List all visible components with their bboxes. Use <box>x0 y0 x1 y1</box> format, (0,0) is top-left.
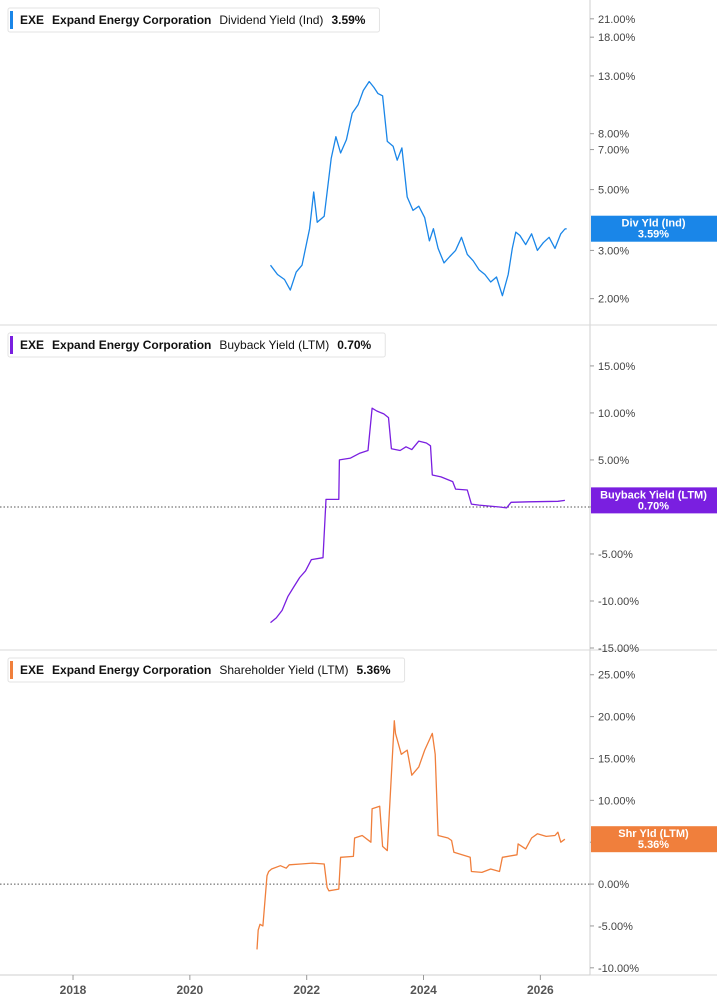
value-tag-value: 0.70% <box>638 500 669 512</box>
legend-ticker: EXE <box>20 13 44 27</box>
legend: EXE Expand Energy Corporation Buyback Yiel… <box>7 332 386 358</box>
y-tick-label: 8.00% <box>598 129 629 141</box>
panel-3: -10.00%-5.00%0.00%5.00%10.00%15.00%20.00… <box>0 657 717 976</box>
legend-company: Expand Energy Corporation <box>52 338 211 352</box>
value-tag-value: 5.36% <box>638 839 669 851</box>
y-tick-label: 3.00% <box>598 245 629 257</box>
legend-box <box>7 7 380 33</box>
y-tick-label: 5.00% <box>598 185 629 197</box>
legend-ticker: EXE <box>20 338 44 352</box>
y-tick-label: 18.00% <box>598 32 636 44</box>
y-tick-label: 15.00% <box>598 753 636 765</box>
value-tag: Div Yld (Ind)3.59% <box>591 215 717 242</box>
series-line <box>269 80 567 297</box>
series-line <box>256 720 566 950</box>
panel-2: -15.00%-10.00%-5.00%0.00%5.00%10.00%15.0… <box>0 332 717 655</box>
legend-swatch <box>10 11 13 29</box>
value-tag: Buyback Yield (LTM)0.70% <box>591 487 717 514</box>
y-tick-label: 15.00% <box>598 361 636 373</box>
legend-value: 3.59% <box>331 13 365 27</box>
legend-metric: Dividend Yield (Ind) <box>219 13 323 27</box>
legend-swatch <box>10 336 13 354</box>
y-tick-label: -5.00% <box>598 549 633 561</box>
legend-box <box>7 657 406 683</box>
legend-value: 0.70% <box>337 338 371 352</box>
legend-box <box>7 332 386 358</box>
y-tick-label: -15.00% <box>598 643 639 655</box>
y-tick-label: 20.00% <box>598 712 636 724</box>
legend-metric: Buyback Yield (LTM) <box>219 338 329 352</box>
y-tick-label: 25.00% <box>598 670 636 682</box>
x-tick-label: 2020 <box>176 983 203 997</box>
y-tick-label: 10.00% <box>598 408 636 420</box>
y-tick-label: 21.00% <box>598 14 636 26</box>
legend: EXE Expand Energy Corporation Shareholder … <box>7 657 406 683</box>
y-tick-label: 2.00% <box>598 294 629 306</box>
value-tag-label: Shr Yld (LTM) <box>618 828 689 840</box>
legend-company: Expand Energy Corporation <box>52 13 211 27</box>
x-tick-label: 2022 <box>293 983 320 997</box>
y-tick-label: 10.00% <box>598 795 636 807</box>
legend-value: 5.36% <box>357 663 391 677</box>
series-line <box>270 407 565 624</box>
x-tick-label: 2018 <box>60 983 87 997</box>
legend-ticker: EXE <box>20 663 44 677</box>
y-tick-label: 7.00% <box>598 145 629 157</box>
value-tag: Shr Yld (LTM)5.36% <box>591 826 717 853</box>
legend-metric: Shareholder Yield (LTM) <box>219 663 348 677</box>
y-tick-label: -10.00% <box>598 963 639 975</box>
legend-swatch <box>10 661 13 679</box>
y-tick-label: -10.00% <box>598 596 639 608</box>
panel-1: 2.00% 3.00% 5.00% 7.00% 8.00% 13.00% 18.00% 21.… <box>0 7 717 326</box>
value-tag-value: 3.59% <box>638 229 669 241</box>
value-tag-label: Buyback Yield (LTM) <box>600 489 707 501</box>
legend-company: Expand Energy Corporation <box>52 663 211 677</box>
value-tag-bg <box>591 215 717 242</box>
x-tick-label: 2024 <box>410 983 437 997</box>
y-tick-label: -5.00% <box>598 921 633 933</box>
y-tick-label: 5.00% <box>598 455 629 467</box>
legend: EXE Expand Energy Corporation Dividend Yie… <box>7 7 380 33</box>
x-tick-label: 2026 <box>527 983 554 997</box>
value-tag-label: Div Yld (Ind) <box>622 218 686 230</box>
value-tag-bg <box>591 487 717 514</box>
value-tag-bg <box>591 826 717 853</box>
y-tick-label: 0.00% <box>598 879 629 891</box>
y-tick-label: 13.00% <box>598 71 636 83</box>
